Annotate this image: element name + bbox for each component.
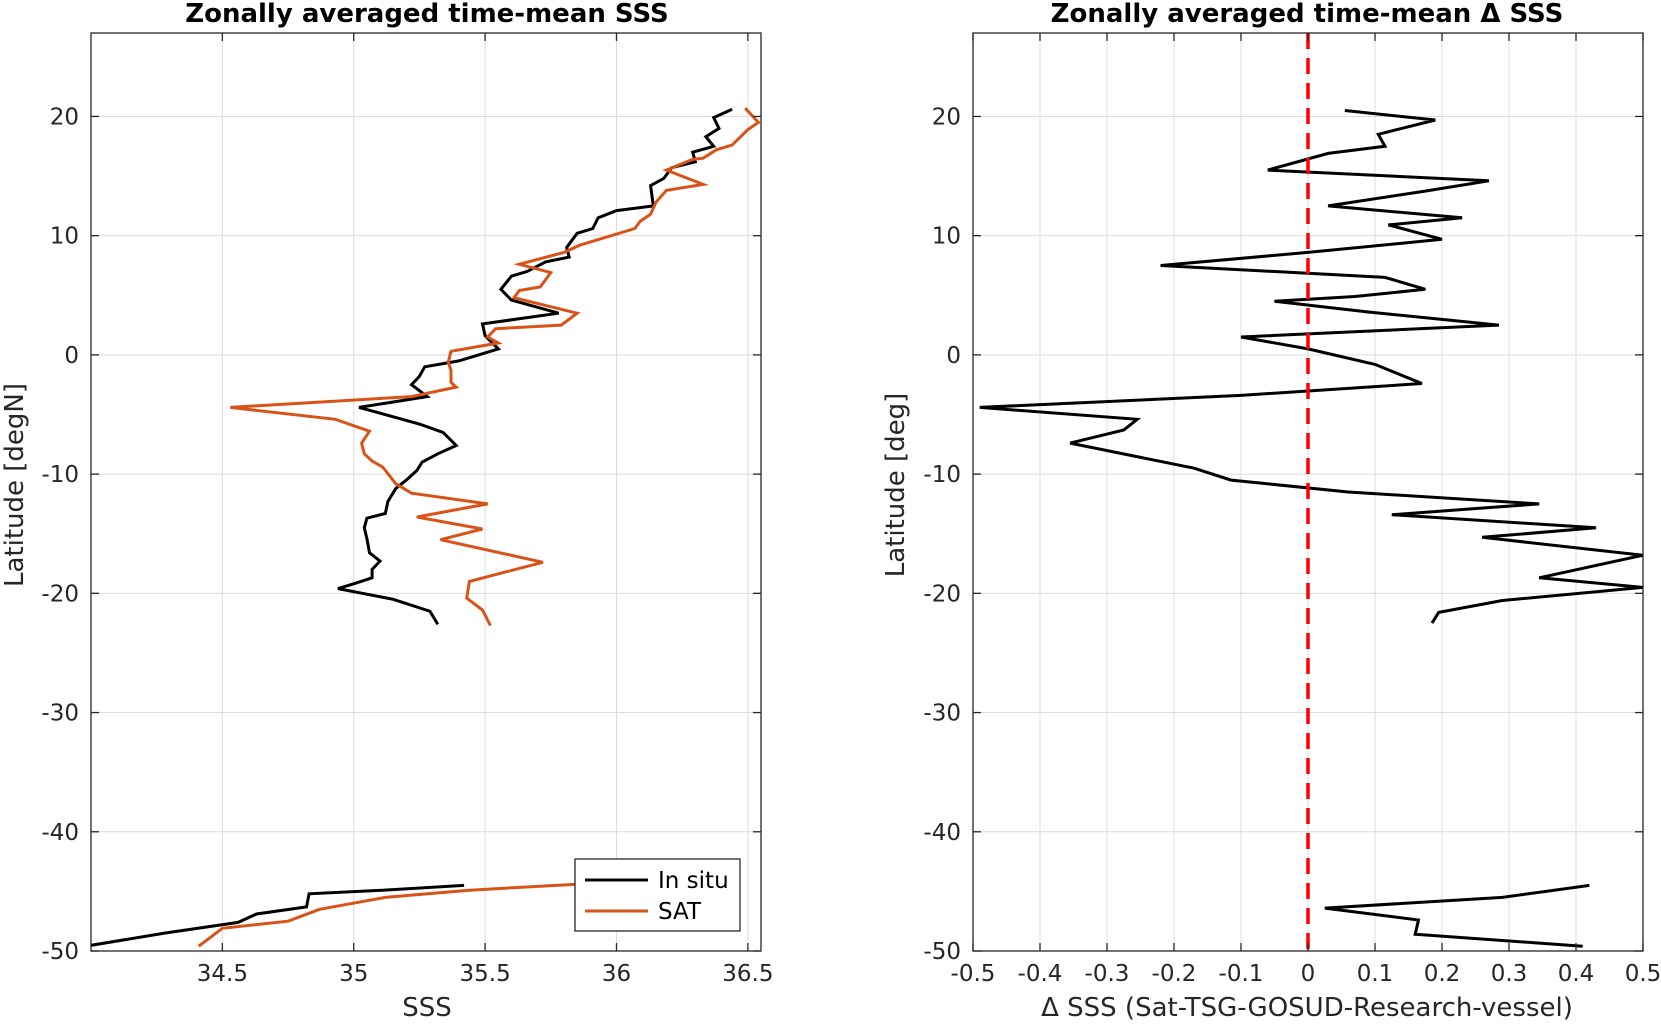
sss-y-axis-label: Latitude [degN] <box>0 383 30 587</box>
sss-chart-title: Zonally averaged time-mean SSS <box>185 0 669 29</box>
delta-sss-line-segment <box>1324 883 1590 948</box>
delta-sss-chart-title: Zonally averaged time-mean Δ SSS <box>1051 0 1564 29</box>
x-tick-label: 35 <box>339 961 368 987</box>
x-tick-label: 0.3 <box>1491 961 1528 987</box>
sat-line-segment <box>230 107 761 627</box>
y-tick-label: -30 <box>41 701 79 727</box>
sss-lines <box>91 107 761 948</box>
sss-x-axis-label: SSS <box>402 993 452 1023</box>
delta-sss-lines <box>979 33 1643 951</box>
legend-box <box>574 858 741 932</box>
x-tick-label: -0.2 <box>1152 961 1197 987</box>
y-tick-label: 0 <box>946 343 961 369</box>
y-tick-label: -20 <box>923 581 961 607</box>
delta-sss-panel: Zonally averaged time-mean Δ SSS -0.5 -0.… <box>881 0 1661 1023</box>
x-tick-label: -0.5 <box>951 961 996 987</box>
sss-panel: Zonally averaged time-mean SSS 34.5 35 35.… <box>0 0 773 1023</box>
y-tick-label: 10 <box>932 224 961 250</box>
y-tick-label: -10 <box>41 462 79 488</box>
y-tick-label: -20 <box>41 581 79 607</box>
x-tick-label: 0.1 <box>1357 961 1394 987</box>
x-tick-label: 0.2 <box>1424 961 1461 987</box>
plot-area <box>979 33 1643 951</box>
x-tick-label: -0.3 <box>1085 961 1130 987</box>
delta-sss-ticks: -0.5 -0.4 -0.3 -0.2 -0.1 0 0.1 0.2 0.3 0.4 0.5 -50 -… <box>923 33 1661 987</box>
y-tick-label: -50 <box>41 939 79 965</box>
x-tick-label: 36 <box>602 961 631 987</box>
x-tick-label: 0.5 <box>1625 961 1661 987</box>
sat-line-segment <box>197 882 578 948</box>
in-situ-line-segment <box>337 107 733 626</box>
legend-label-sat: SAT <box>658 899 702 925</box>
y-tick-label: 20 <box>50 104 79 130</box>
x-tick-label: -0.4 <box>1018 961 1063 987</box>
delta-sss-line-segment <box>979 109 1643 624</box>
y-tick-label: 10 <box>50 224 79 250</box>
y-tick-label: 0 <box>64 343 79 369</box>
y-tick-label: -10 <box>923 462 961 488</box>
x-tick-label: 36.5 <box>722 961 773 987</box>
sss-legend: In situ SAT <box>574 858 741 932</box>
y-tick-label: -40 <box>41 820 79 846</box>
y-tick-label: 20 <box>932 104 961 130</box>
delta-sss-y-axis-label: Latitude [deg] <box>881 393 911 578</box>
y-tick-label: -40 <box>923 820 961 846</box>
x-tick-label: 35.5 <box>460 961 511 987</box>
x-tick-label: 0 <box>1301 961 1316 987</box>
delta-sss-x-axis-label: Δ SSS (Sat-TSG-GOSUD-Research-vessel) <box>1041 993 1573 1023</box>
x-tick-label: 0.4 <box>1558 961 1595 987</box>
y-tick-label: -30 <box>923 701 961 727</box>
in-situ-line-segment <box>91 883 465 947</box>
x-tick-label: -0.1 <box>1219 961 1264 987</box>
plot-area <box>91 107 761 948</box>
x-tick-label: 34.5 <box>197 961 248 987</box>
y-tick-label: -50 <box>923 939 961 965</box>
sss-grid <box>91 33 761 952</box>
legend-label-in-situ: In situ <box>658 868 729 894</box>
sss-axes-box <box>90 32 762 952</box>
sss-ticks: 34.5 35 35.5 36 36.5 -50 -40 -30 -20 -10 0 10 20 <box>41 33 773 987</box>
